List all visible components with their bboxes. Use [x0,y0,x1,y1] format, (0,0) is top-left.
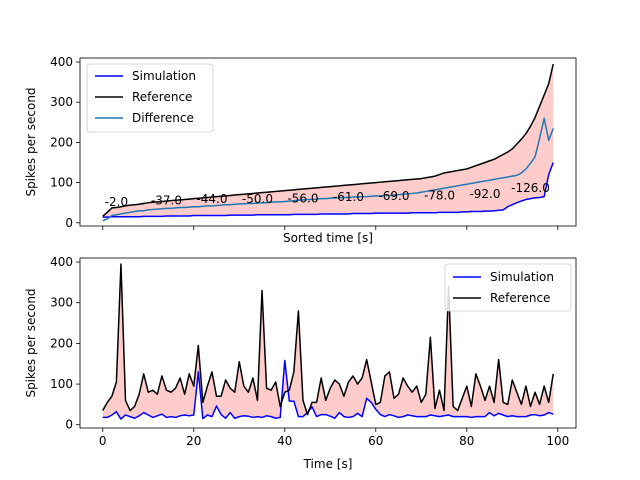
top-difference-annotation: -78.0 [424,188,455,202]
bottom-x-axis-label: Time [s] [303,457,353,471]
bottom-legend-simulation-label: Simulation [490,270,554,284]
bottom-legend-reference-label: Reference [490,291,550,305]
bottom-x-tick-label: 60 [368,434,383,448]
top-legend-reference-label: Reference [132,90,192,104]
top-difference-annotation: -56.0 [287,191,318,205]
top-fill-between [102,64,554,218]
top-difference-annotation: -50.0 [242,192,273,206]
top-series-lines [102,63,554,222]
top-legend-difference-label: Difference [132,111,194,125]
top-legend-simulation-label: Simulation [132,69,196,83]
bottom-simulation-line [102,359,554,420]
top-difference-annotation: -61.0 [333,190,364,204]
top-chart: -2.0 -37.0 -44.0 -50.0 -56.0 -61.0 -69.0 -78.0-… [24,55,577,245]
bottom-chart: 0 100 200 300 400 0 20 40 60 80 100 Time [s] Spik… [24,255,577,471]
top-x-axis-label: Sorted time [s] [283,231,373,245]
bottom-x-tick-label: 0 [99,434,107,448]
top-annotations: -2.0 -37.0 -44.0 -50.0 -56.0 -61.0 -69.0 -78.0-… [105,181,550,209]
bottom-reference-line [102,263,554,416]
top-reference-line [102,63,554,217]
bottom-y-ticks: 0 100 200 300 400 [50,255,80,432]
top-difference-annotation: -44.0 [196,192,227,206]
bottom-y-tick-label: 0 [65,418,73,432]
bottom-y-tick-label: 400 [50,255,73,269]
top-y-ticks: 0 100 200 300 400 [50,55,80,230]
top-y-tick-label: 300 [50,95,73,109]
top-legend: Simulation Reference Difference [86,63,214,133]
bottom-legend-box [444,263,572,312]
bottom-y-tick-label: 200 [50,336,73,350]
bottom-y-tick-label: 100 [50,377,73,391]
bottom-x-tick-label: 100 [546,434,569,448]
top-difference-annotation: -69.0 [378,189,409,203]
bottom-x-tick-label: 40 [277,434,292,448]
top-difference-line [102,117,554,222]
top-y-tick-label: 400 [50,55,73,69]
top-difference-annotation: -37.0 [151,193,182,207]
top-difference-annotation: -126.0 [511,181,550,195]
top-legend-box [86,63,214,133]
top-y-tick-label: 0 [65,216,73,230]
top-x-ticks [102,226,559,230]
bottom-x-tick-label: 20 [186,434,201,448]
top-difference-annotation: -2.0 [105,195,128,209]
bottom-x-tick-label: 80 [459,434,474,448]
bottom-y-tick-label: 300 [50,296,73,310]
bottom-axes-frame [79,257,577,429]
bottom-series-lines [102,263,554,420]
top-y-tick-label: 100 [50,176,73,190]
bottom-legend: Simulation Reference [444,263,572,312]
bottom-x-ticks: 0 20 40 60 80 100 [99,428,569,448]
top-y-axis-label: Spikes per second [24,87,38,196]
bottom-y-axis-label: Spikes per second [24,288,38,397]
top-y-tick-label: 200 [50,135,73,149]
top-simulation-line [102,162,554,218]
top-axes-frame [79,57,577,227]
top-difference-annotation: -92.0 [469,187,500,201]
